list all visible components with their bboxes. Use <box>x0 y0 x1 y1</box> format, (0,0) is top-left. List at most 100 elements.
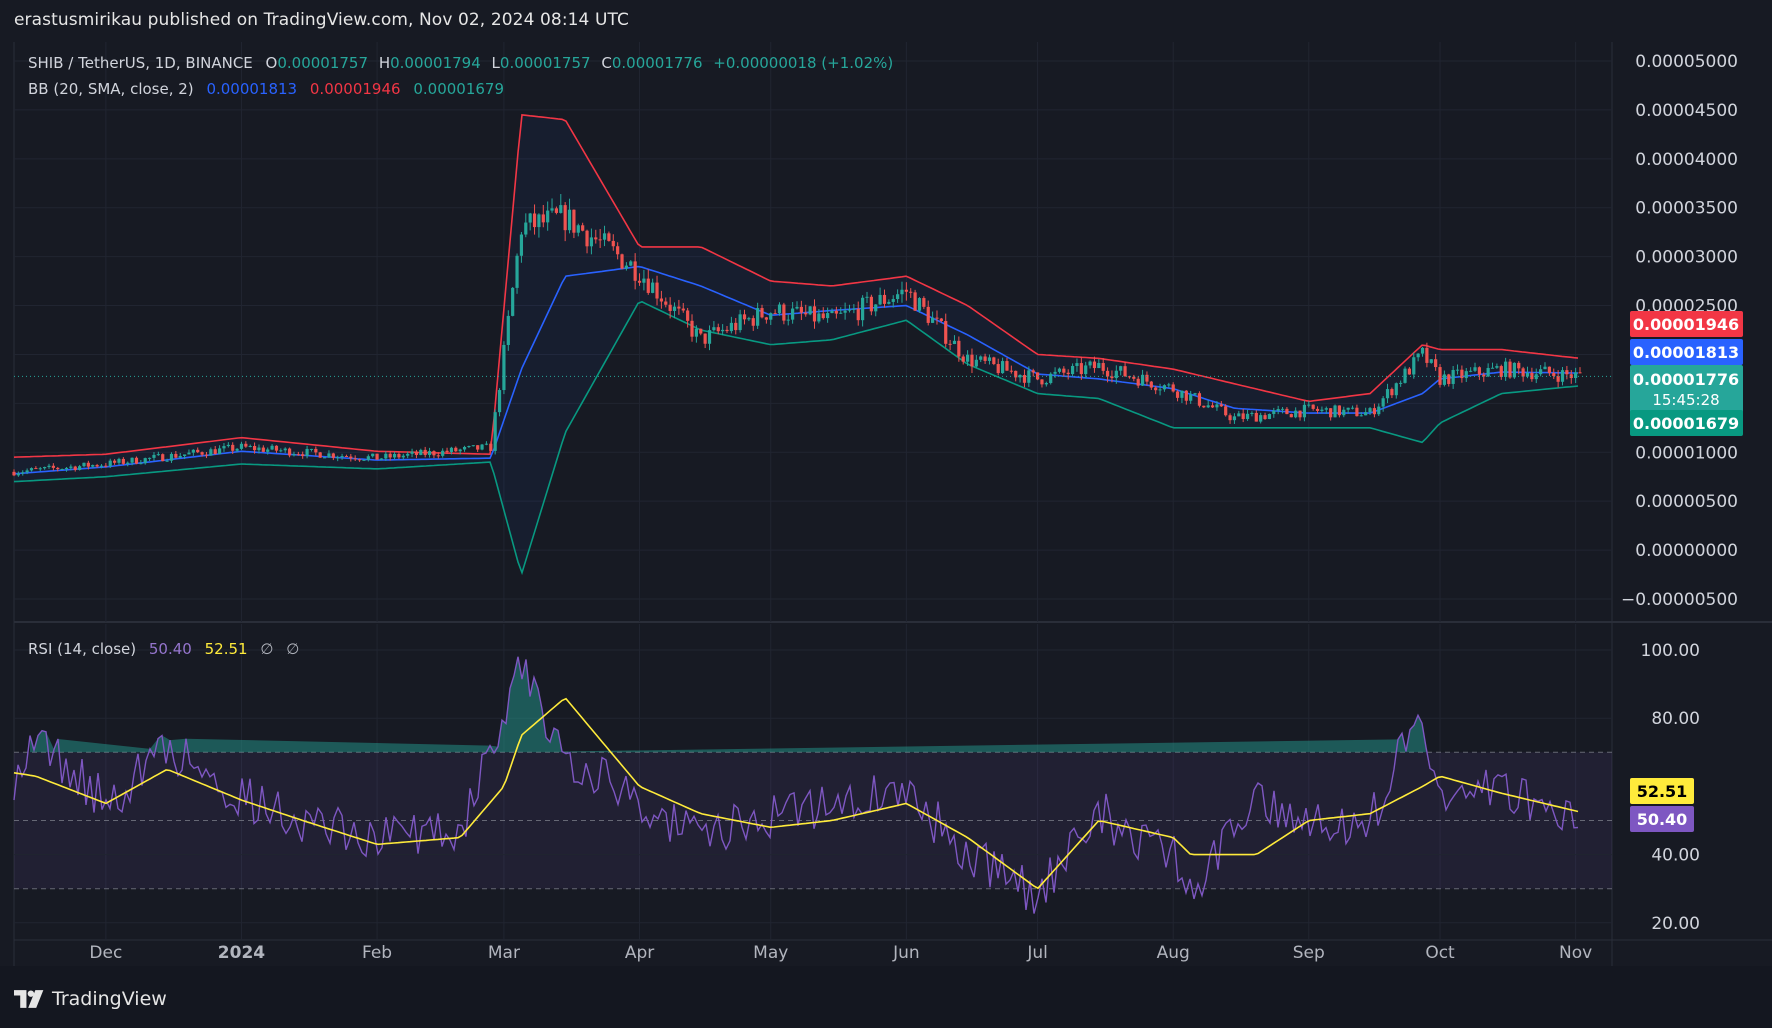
candle-body <box>896 294 900 300</box>
candle-body <box>847 309 852 311</box>
candle-body <box>1084 365 1088 375</box>
candle-body <box>432 451 436 456</box>
candle-body <box>734 322 738 331</box>
candle-body <box>550 208 554 211</box>
rsi-ma-marker-label: 52.51 <box>1637 782 1688 801</box>
candle-body <box>707 330 712 344</box>
candle-body <box>668 304 672 311</box>
candle-body <box>1149 381 1153 388</box>
candle-body <box>996 364 1000 374</box>
candle-body <box>1399 382 1403 384</box>
candle-body <box>12 471 16 476</box>
candle-body <box>1569 374 1573 379</box>
rsi-value: 50.40 <box>148 640 192 658</box>
candle-body <box>309 448 314 450</box>
candle-body <box>1469 370 1473 372</box>
candle-body <box>1210 405 1215 408</box>
candle-body <box>716 327 720 332</box>
candle-body <box>589 237 594 247</box>
candle-body <box>366 456 370 460</box>
candle-body <box>1302 404 1307 418</box>
candle-body <box>970 354 974 367</box>
candle-body <box>979 356 983 360</box>
candle-body <box>659 298 663 302</box>
candle-body <box>1263 415 1267 420</box>
candle-body <box>449 447 454 453</box>
candle-body <box>99 465 104 467</box>
candle-body <box>1014 370 1018 378</box>
rsi-na-1: ∅ <box>260 640 274 658</box>
candle-body <box>926 306 930 323</box>
candle-body <box>882 294 887 304</box>
candle-body <box>1044 383 1048 385</box>
candle-body <box>375 453 379 460</box>
candle-body <box>1202 405 1206 408</box>
footer-branding: TradingView <box>14 988 167 1010</box>
candle-body <box>646 278 650 293</box>
candle-body <box>217 448 222 455</box>
candle-body <box>1232 416 1237 421</box>
open-value: 0.00001757 <box>277 54 369 72</box>
candle-body <box>104 465 108 467</box>
candle-body <box>1429 359 1433 363</box>
candle-body <box>887 301 891 304</box>
candle-body <box>266 449 270 452</box>
bb-basis-value: 0.00001813 <box>206 80 298 98</box>
candle-body <box>852 308 856 310</box>
candle-body <box>1022 375 1027 383</box>
candle-body <box>965 354 970 362</box>
symbol-label[interactable]: SHIB / TetherUS, 1D, BINANCE <box>28 54 253 72</box>
high-value: 0.00001794 <box>390 54 481 72</box>
candle-body <box>419 449 423 455</box>
rsi-label[interactable]: RSI (14, close) <box>28 640 137 658</box>
candle-body <box>143 458 147 464</box>
candle-body <box>1250 412 1254 414</box>
candle-body <box>1079 363 1083 375</box>
candle-body <box>1267 413 1272 420</box>
candle-body <box>244 443 248 447</box>
candle-body <box>270 445 274 450</box>
candle-body <box>1350 407 1355 409</box>
candle-body <box>226 444 230 447</box>
candle-body <box>624 265 629 269</box>
candle-body <box>113 460 117 463</box>
candle-body <box>1259 415 1263 422</box>
candle-body <box>64 467 69 469</box>
candle-body <box>392 453 397 458</box>
candle-body <box>1175 391 1180 398</box>
candle-body <box>1495 366 1499 368</box>
candle-body <box>322 457 327 459</box>
candle-body <box>1062 368 1066 373</box>
candle-body <box>1385 389 1390 399</box>
candle-body <box>1346 407 1350 410</box>
bb-label[interactable]: BB (20, SMA, close, 2) <box>28 80 194 98</box>
candle-body <box>1040 379 1044 385</box>
upper-band-marker <box>1630 311 1743 337</box>
candle-body <box>248 446 252 448</box>
candle-body <box>1425 347 1429 363</box>
candle-body <box>1434 359 1438 368</box>
price-axis-label: 0.00000500 <box>1635 492 1738 512</box>
candle-body <box>1512 362 1516 378</box>
countdown-label: 15:45:28 <box>1652 391 1719 409</box>
candle-body <box>1530 372 1534 380</box>
candle-body <box>602 233 607 240</box>
candle-body <box>1005 361 1009 371</box>
candle-body <box>913 292 917 311</box>
candle-body <box>817 313 821 322</box>
candle-body <box>1324 408 1328 410</box>
candle-body <box>1574 372 1578 379</box>
candle-body <box>1035 372 1040 380</box>
candle-body <box>69 466 73 468</box>
candle-body <box>1315 408 1320 411</box>
candle-body <box>721 329 725 332</box>
candle-body <box>524 222 528 235</box>
candle-body <box>690 320 694 337</box>
candle-body <box>515 255 519 288</box>
candle-body <box>681 308 685 311</box>
candle-body <box>1237 413 1241 417</box>
candle-body <box>939 318 943 322</box>
candle-body <box>1451 370 1455 384</box>
candle-body <box>414 451 419 455</box>
